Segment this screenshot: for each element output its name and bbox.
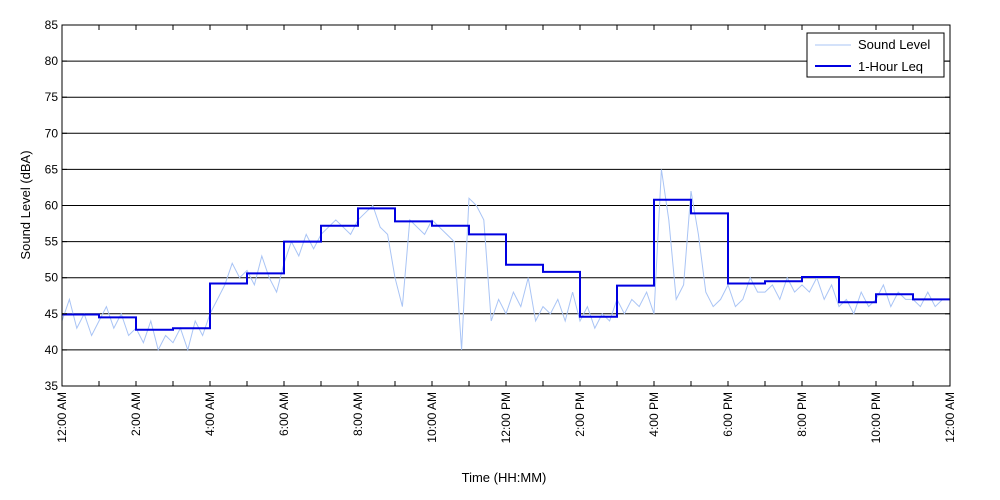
y-tick-label-60: 60	[45, 199, 59, 213]
x-tick-label-10: 10:00 AM	[425, 392, 439, 443]
x-tick-label-14: 2:00 PM	[573, 392, 587, 437]
y-tick-label-45: 45	[45, 307, 59, 321]
y-axis-title: Sound Level (dBA)	[18, 150, 33, 259]
x-tick-label-16: 4:00 PM	[647, 392, 661, 437]
x-axis-title: Time (HH:MM)	[462, 470, 547, 485]
x-tick-label-2: 2:00 AM	[129, 392, 143, 436]
x-tick-label-0: 12:00 AM	[55, 392, 69, 443]
x-axis: 12:00 AM 2:00 AM 4:00 AM 6:00 AM 8:00 AM 10:0…	[55, 25, 957, 443]
x-tick-label-4: 4:00 AM	[203, 392, 217, 436]
leq-step-line	[62, 198, 950, 331]
y-tick-label-65: 65	[45, 162, 59, 176]
legend-label-1-hour-leq: 1-Hour Leq	[858, 59, 923, 74]
y-tick-label-40: 40	[45, 343, 59, 357]
legend-label-sound-level: Sound Level	[858, 37, 930, 52]
x-tick-label-6: 6:00 AM	[277, 392, 291, 436]
x-tick-label-8: 8:00 AM	[351, 392, 365, 436]
y-tick-label-35: 35	[45, 379, 59, 393]
y-tick-label-55: 55	[45, 235, 59, 249]
x-tick-label-22: 10:00 PM	[869, 392, 883, 443]
x-tick-label-24: 12:00 AM	[943, 392, 957, 443]
y-tick-label-50: 50	[45, 271, 59, 285]
y-tick-label-85: 85	[45, 18, 59, 32]
legend: Sound Level 1-Hour Leq	[806, 32, 945, 78]
x-tick-label-20: 8:00 PM	[795, 392, 809, 437]
y-tick-label-80: 80	[45, 54, 59, 68]
y-axis: 35 40 45 50 55 60 65 70 75 80 85	[45, 18, 950, 393]
series-1-hour-leq	[62, 198, 950, 331]
x-tick-label-12: 12:00 PM	[499, 392, 513, 443]
x-tick-label-18: 6:00 PM	[721, 392, 735, 437]
y-tick-label-75: 75	[45, 90, 59, 104]
y-tick-label-70: 70	[45, 126, 59, 140]
legend-box	[806, 32, 945, 78]
